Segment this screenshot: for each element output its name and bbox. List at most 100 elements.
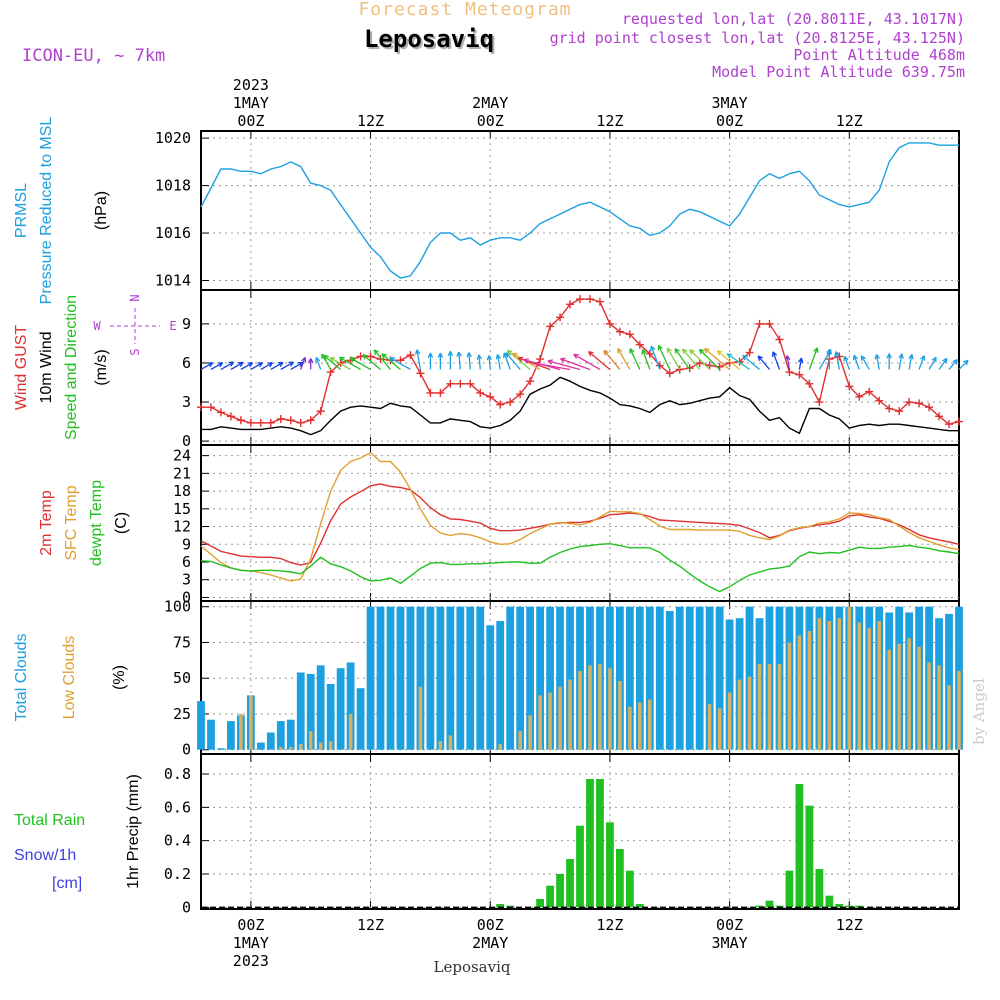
wind-arrow-head [362,354,368,360]
legend-total-rain: Total Rain [14,812,85,829]
wind-arrow-head [307,358,314,364]
tick-label-y: 21 [173,464,191,482]
gust-marker [197,403,205,412]
gust-marker [466,379,475,388]
wind-arrow [603,350,621,370]
wind-arrow [323,354,342,370]
bar-secondary [568,679,572,750]
bar-primary [775,905,784,908]
gust-marker [745,348,754,357]
panel-frame [200,130,960,291]
bar-secondary [588,665,592,750]
gust-marker [206,403,215,412]
wind-arrow [496,354,501,370]
tick-label-y: 6 [182,553,191,571]
bar-secondary [897,643,901,750]
gust-marker [536,355,545,364]
tick-label-y: 12 [173,518,191,536]
bar-primary [546,885,554,908]
wind-arrow-head [963,359,969,366]
bar-primary [625,606,634,750]
wind-arrow [908,354,913,370]
bar-primary [815,869,824,908]
bar-primary [616,849,624,908]
wind-arrow-head [414,349,421,355]
bar-primary [197,701,205,750]
tick-label-y: 1016 [155,224,191,242]
wind-arrow-head [238,361,244,367]
wind-arrow [300,357,306,370]
gust-marker [406,351,415,360]
series-line [200,542,960,593]
gust-marker [865,387,874,396]
bar-primary [625,870,634,908]
compass-south: S [128,348,142,355]
tick-label-y: 1014 [155,272,191,290]
tick-label-y: 18 [173,482,191,500]
wind-arrow-head [534,361,540,367]
bar-primary [286,719,295,750]
panel-frame [200,753,960,910]
wind-arrow [757,355,770,370]
tick-label-y: 6 [182,354,191,372]
wind-arrow [381,353,401,370]
wind-arrow-head [757,355,764,361]
axis-label-y: SFC Temp [63,485,80,560]
wind-arrow [666,347,681,370]
tick-label-y: 0.8 [164,765,191,783]
bar-secondary [817,618,822,750]
bar-secondary [308,731,313,750]
wind-arrow-head [898,353,904,359]
info-line-2: grid point closest lon,lat (20.8125E, 43… [550,29,965,47]
bar-primary [276,721,285,750]
gust-marker [376,355,385,364]
wind-arrow [875,354,880,370]
bar-primary [316,665,325,750]
bar-secondary [927,662,931,750]
wind-arrow-head [666,347,672,354]
gust-marker [805,379,814,388]
time-label-bottom: 12Z [596,916,623,934]
wind-arrow-head [217,362,224,368]
wind-arrow-head [588,350,594,357]
bar-primary [685,606,694,750]
bar-primary [675,606,684,750]
bar-secondary [328,741,333,750]
wind-arrow-head [716,350,723,356]
bar-secondary [847,606,852,750]
wind-arrow [918,355,925,370]
bar-secondary [777,663,782,750]
gust-marker [815,398,824,407]
tick-label-y: 9 [182,315,191,333]
wind-arrow [629,348,641,370]
bar-secondary [877,621,881,750]
bar-primary [346,662,355,750]
wind-arrow-head [704,347,710,354]
bar-secondary [279,746,283,750]
bar-primary [336,668,345,750]
series-line [200,142,959,279]
bar-secondary [757,663,762,750]
bar-primary [296,672,305,750]
time-label-bottom: 00Z [716,916,743,934]
wind-arrow [617,348,631,370]
wind-arrow-head [247,362,254,368]
wind-arrow-head [629,348,635,354]
bar-primary [207,719,215,750]
wind-arrow-head [323,354,329,361]
bar-secondary [787,642,792,750]
gust-marker [506,398,515,407]
bar-primary [785,870,794,908]
gust-marker [286,416,295,425]
bar-secondary [289,746,293,750]
gust-marker [595,297,604,306]
wind-arrow [416,349,422,370]
time-label-top: 3MAY [712,94,748,112]
bar-primary [576,825,584,908]
gust-marker [226,412,235,421]
wind-arrow [808,347,818,370]
tick-label-y: 0 [182,898,191,916]
wind-arrow-head [339,356,345,362]
axis-label-y: Pressure Reduced to MSL [38,117,55,305]
panel-clouds: 0 25 50 75 100 Total Clouds Low Clouds (%) [13,598,963,759]
